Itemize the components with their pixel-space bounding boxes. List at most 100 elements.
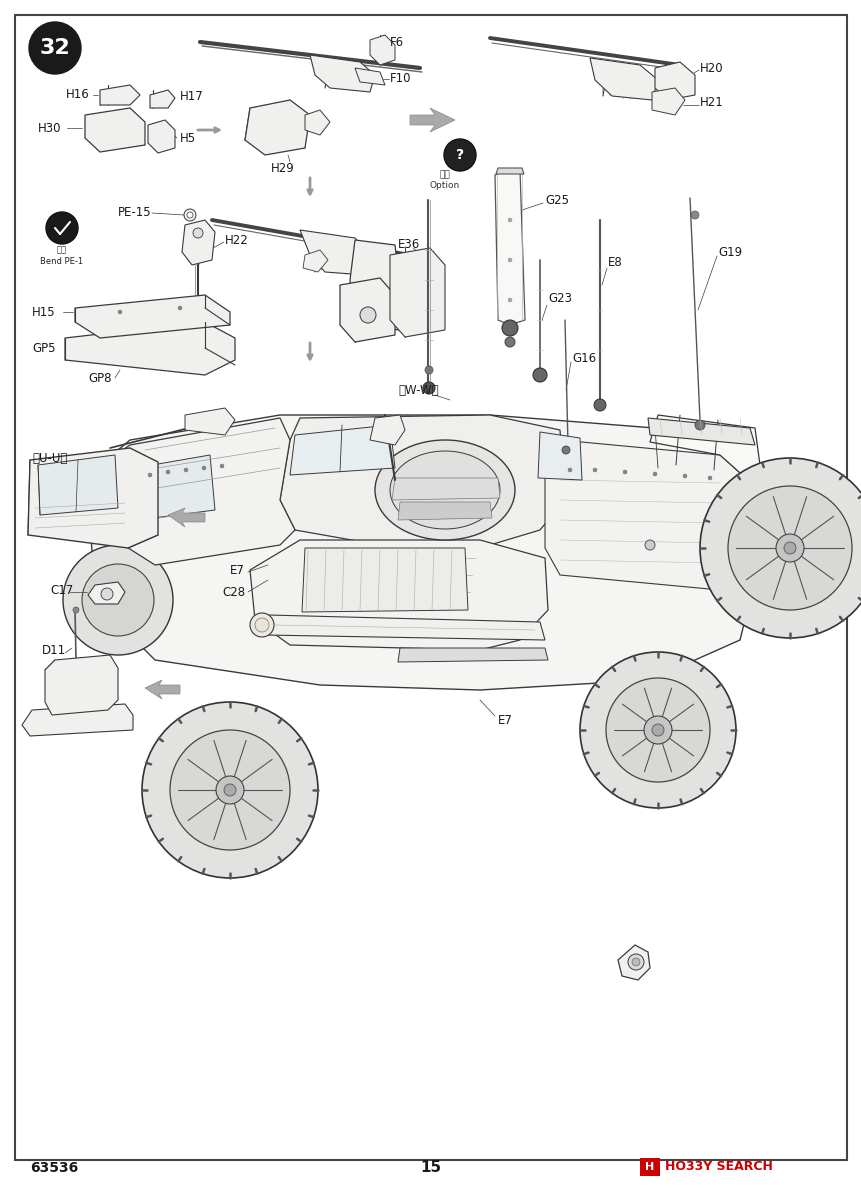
Circle shape bbox=[216, 776, 244, 804]
Circle shape bbox=[118, 310, 122, 314]
Circle shape bbox=[593, 398, 605, 410]
Polygon shape bbox=[135, 455, 214, 520]
Polygon shape bbox=[65, 322, 235, 374]
Circle shape bbox=[360, 307, 375, 323]
Text: H20: H20 bbox=[699, 61, 722, 74]
Polygon shape bbox=[398, 648, 548, 662]
Polygon shape bbox=[544, 440, 747, 590]
Polygon shape bbox=[649, 415, 759, 480]
Circle shape bbox=[653, 472, 656, 476]
Circle shape bbox=[29, 22, 81, 74]
Polygon shape bbox=[300, 230, 369, 275]
Text: 弯曲: 弯曲 bbox=[57, 246, 67, 254]
Polygon shape bbox=[369, 415, 405, 445]
Circle shape bbox=[631, 958, 639, 966]
Circle shape bbox=[170, 730, 289, 850]
Circle shape bbox=[220, 464, 224, 468]
Polygon shape bbox=[310, 55, 375, 92]
Circle shape bbox=[183, 209, 195, 221]
Text: ?: ? bbox=[455, 148, 463, 162]
Circle shape bbox=[443, 139, 475, 170]
Text: 《W-W》: 《W-W》 bbox=[398, 384, 438, 396]
Polygon shape bbox=[150, 90, 175, 108]
Text: 32: 32 bbox=[40, 38, 71, 58]
Circle shape bbox=[694, 420, 704, 430]
Polygon shape bbox=[264, 614, 544, 640]
Text: H22: H22 bbox=[225, 234, 249, 246]
Text: Option: Option bbox=[430, 181, 460, 191]
Circle shape bbox=[505, 337, 514, 347]
Polygon shape bbox=[280, 415, 564, 545]
Circle shape bbox=[142, 702, 318, 878]
Circle shape bbox=[707, 476, 711, 480]
Polygon shape bbox=[22, 704, 133, 736]
Circle shape bbox=[775, 534, 803, 562]
Circle shape bbox=[187, 212, 193, 218]
Text: H15: H15 bbox=[32, 306, 56, 318]
Circle shape bbox=[699, 458, 861, 638]
Polygon shape bbox=[182, 220, 214, 265]
Polygon shape bbox=[654, 62, 694, 100]
Polygon shape bbox=[301, 548, 468, 612]
Text: E8: E8 bbox=[607, 256, 622, 269]
Polygon shape bbox=[85, 108, 145, 152]
Circle shape bbox=[166, 470, 170, 474]
Text: G16: G16 bbox=[572, 352, 596, 365]
Polygon shape bbox=[350, 240, 400, 330]
Text: C28: C28 bbox=[222, 586, 245, 599]
Polygon shape bbox=[168, 508, 205, 527]
Text: H29: H29 bbox=[271, 162, 294, 174]
Text: E7: E7 bbox=[230, 564, 245, 576]
Circle shape bbox=[63, 545, 173, 655]
Polygon shape bbox=[90, 418, 294, 565]
Polygon shape bbox=[647, 418, 754, 445]
Polygon shape bbox=[90, 415, 759, 690]
Circle shape bbox=[567, 468, 572, 472]
Polygon shape bbox=[88, 582, 125, 604]
Polygon shape bbox=[245, 100, 310, 155]
Polygon shape bbox=[250, 540, 548, 650]
Text: PE-15: PE-15 bbox=[118, 206, 152, 220]
Circle shape bbox=[201, 466, 206, 470]
Polygon shape bbox=[148, 120, 175, 152]
Circle shape bbox=[691, 211, 698, 218]
Circle shape bbox=[728, 486, 851, 610]
Polygon shape bbox=[339, 278, 394, 342]
Circle shape bbox=[224, 784, 236, 796]
Text: Bend PE-1: Bend PE-1 bbox=[40, 258, 84, 266]
Text: E36: E36 bbox=[398, 239, 420, 252]
Polygon shape bbox=[389, 248, 444, 337]
Polygon shape bbox=[100, 85, 139, 104]
Text: HO33Y SEARCH: HO33Y SEARCH bbox=[664, 1160, 772, 1174]
Polygon shape bbox=[398, 502, 492, 520]
Circle shape bbox=[532, 368, 547, 382]
Polygon shape bbox=[305, 110, 330, 134]
Text: E7: E7 bbox=[498, 714, 512, 726]
Circle shape bbox=[507, 298, 511, 302]
Text: H17: H17 bbox=[180, 90, 203, 103]
Text: 63536: 63536 bbox=[30, 1162, 78, 1175]
Circle shape bbox=[82, 564, 154, 636]
Text: 选择: 选择 bbox=[439, 170, 449, 180]
Ellipse shape bbox=[375, 440, 514, 540]
Circle shape bbox=[507, 258, 511, 262]
Text: H30: H30 bbox=[38, 121, 61, 134]
Text: 15: 15 bbox=[420, 1160, 441, 1176]
Circle shape bbox=[784, 542, 795, 554]
Text: G23: G23 bbox=[548, 292, 572, 305]
Circle shape bbox=[255, 618, 269, 632]
Text: H16: H16 bbox=[66, 89, 90, 102]
Circle shape bbox=[193, 228, 202, 238]
Circle shape bbox=[424, 366, 432, 374]
Bar bbox=[639, 1158, 660, 1176]
Text: G25: G25 bbox=[544, 193, 568, 206]
Text: H: H bbox=[645, 1162, 653, 1172]
Polygon shape bbox=[45, 655, 118, 715]
Circle shape bbox=[651, 724, 663, 736]
Polygon shape bbox=[744, 468, 819, 620]
Text: GP8: GP8 bbox=[88, 372, 111, 384]
Text: C17: C17 bbox=[50, 583, 73, 596]
Polygon shape bbox=[494, 170, 524, 325]
Text: F6: F6 bbox=[389, 36, 404, 48]
Circle shape bbox=[623, 470, 626, 474]
